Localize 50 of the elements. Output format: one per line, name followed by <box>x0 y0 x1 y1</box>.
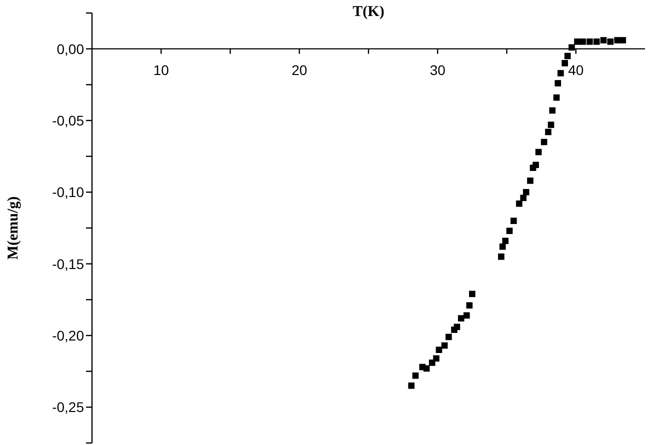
point <box>532 162 539 168</box>
point <box>502 238 509 244</box>
y-tick-label: 0,00 <box>56 40 84 57</box>
point <box>580 38 586 45</box>
point <box>540 138 548 146</box>
point <box>558 70 564 76</box>
point <box>600 37 607 44</box>
point <box>520 194 527 202</box>
point <box>436 346 442 353</box>
point <box>586 38 593 45</box>
point <box>463 312 470 319</box>
x-tick-label: 10 <box>153 62 170 78</box>
point <box>499 243 506 250</box>
y-tick-label: -0,25 <box>52 399 84 416</box>
point <box>553 94 560 101</box>
point <box>412 372 419 379</box>
point <box>446 334 452 340</box>
point <box>545 128 552 136</box>
point <box>454 324 460 330</box>
point <box>568 44 575 51</box>
point <box>510 218 517 224</box>
point <box>549 107 556 114</box>
point <box>522 189 530 196</box>
point <box>564 52 571 60</box>
point <box>433 355 440 362</box>
y-axis-title: M(emu/g) <box>5 196 22 260</box>
point <box>469 290 476 298</box>
y-tick-label: -0,05 <box>52 112 84 128</box>
x-tick-label: 20 <box>292 62 308 78</box>
point <box>620 37 626 44</box>
y-tick-label: -0,20 <box>52 327 84 344</box>
y-tick-label: -0,15 <box>52 256 84 272</box>
point <box>498 254 504 260</box>
x-axis-title: T(K) <box>352 4 386 21</box>
point <box>408 382 415 389</box>
point <box>593 38 600 45</box>
point <box>562 60 568 66</box>
x-tick-label: 30 <box>430 62 446 78</box>
point <box>527 178 534 184</box>
point <box>554 80 562 86</box>
point <box>458 315 464 322</box>
point <box>466 302 473 309</box>
point <box>607 38 614 45</box>
point <box>535 148 542 156</box>
x-tick-label: 40 <box>568 62 584 78</box>
point <box>441 342 448 349</box>
point <box>506 228 513 234</box>
y-tick-label: -0,10 <box>52 184 84 200</box>
point <box>516 200 522 207</box>
point <box>548 122 554 128</box>
